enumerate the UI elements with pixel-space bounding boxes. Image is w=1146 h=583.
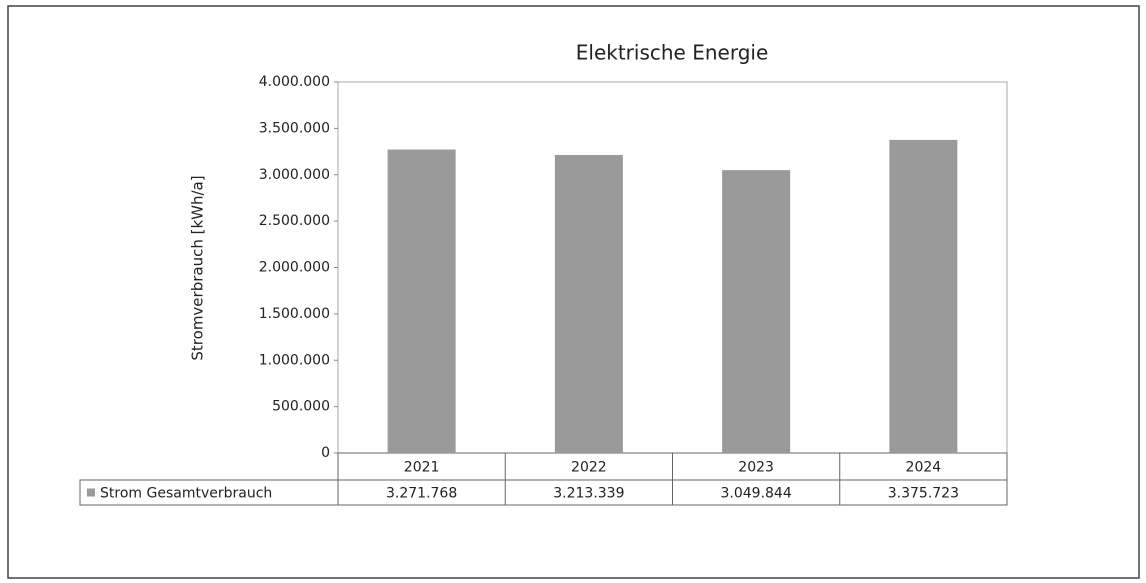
y-tick-label: 4.000.000 xyxy=(259,74,330,90)
bar xyxy=(722,170,791,454)
frame xyxy=(7,5,1140,579)
x-tick-label: 2022 xyxy=(571,460,607,476)
data-label: 3.213.339 xyxy=(553,486,624,502)
legend-swatch xyxy=(87,488,95,497)
y-tick-label: 1.500.000 xyxy=(259,306,330,322)
y-tick-label: 500.000 xyxy=(272,399,330,415)
data-label: 3.049.844 xyxy=(720,486,791,502)
chart-title: Elektrische Energie xyxy=(576,41,769,65)
x-tick-label: 2023 xyxy=(738,460,774,476)
y-tick-label: 2.000.000 xyxy=(259,260,330,276)
y-tick-label: 1.000.000 xyxy=(259,352,330,368)
y-axis-label: Stromverbrauch [kWh/a] xyxy=(189,175,207,360)
y-tick-label: 3.500.000 xyxy=(259,120,330,136)
x-tick-label: 2024 xyxy=(906,460,942,476)
bar xyxy=(554,154,623,453)
y-tick-label: 2.500.000 xyxy=(259,213,330,229)
bar xyxy=(387,149,456,453)
legend-label: Strom Gesamtverbrauch xyxy=(100,486,272,502)
data-label: 3.271.768 xyxy=(386,486,457,502)
y-tick-label: 0 xyxy=(321,445,330,461)
data-label: 3.375.723 xyxy=(888,486,959,502)
bar xyxy=(889,139,958,454)
x-tick-label: 2021 xyxy=(404,460,440,476)
y-tick-label: 3.000.000 xyxy=(259,167,330,183)
legend-cell xyxy=(79,479,339,506)
